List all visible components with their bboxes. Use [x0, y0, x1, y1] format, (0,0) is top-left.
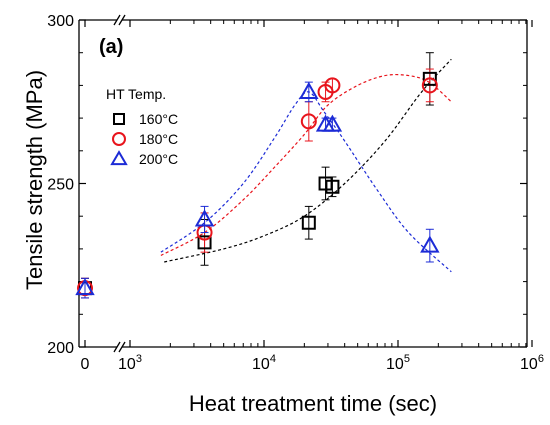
- data-point-square: [325, 179, 340, 194]
- x-axis-title: Heat treatment time (sec): [189, 391, 437, 416]
- axis-break-mark: [118, 14, 126, 26]
- legend-marker-triangle: [110, 150, 128, 166]
- y-tick-label: 250: [47, 177, 74, 194]
- panel-label: (a): [99, 36, 123, 58]
- data-point-triangle: [194, 209, 215, 227]
- legend-entry-label: 200°C: [139, 151, 178, 167]
- fit-curve-square: [164, 58, 452, 263]
- fit-curve-circle: [160, 73, 452, 256]
- legend-entry-label: 160°C: [139, 111, 178, 127]
- axis-break-mark: [113, 14, 121, 26]
- data-point-square: [197, 235, 212, 250]
- data-point-triangle: [322, 114, 343, 132]
- x-tick-label: 105: [386, 353, 410, 373]
- legend: HT Temp. 160°C 180°C 200°C: [106, 86, 178, 167]
- data-point-triangle: [75, 278, 95, 296]
- x-tick-label: 103: [118, 353, 142, 373]
- legend-entry-label: 180°C: [139, 131, 178, 147]
- y-tick-label: 200: [47, 340, 74, 357]
- y-tick-label: 300: [47, 13, 74, 30]
- data-point-circle: [300, 113, 317, 130]
- data-markers: [75, 71, 440, 297]
- axis-break-mark: [113, 341, 121, 353]
- data-point-circle: [324, 77, 341, 94]
- data-point-square: [301, 215, 316, 230]
- legend-marker-square: [113, 113, 125, 125]
- x-tick-label: 0: [81, 356, 90, 373]
- data-point-triangle: [420, 235, 440, 253]
- legend-title: HT Temp.: [106, 86, 166, 102]
- tick-labels: 200 250 300 0 103 104 105 106: [47, 13, 544, 373]
- y-axis-title: Tensile strength (MPa): [22, 70, 47, 290]
- axes-frame: [78, 14, 533, 353]
- data-point-square: [422, 71, 437, 86]
- data-point-circle: [421, 77, 438, 94]
- legend-marker-circle: [112, 132, 126, 146]
- data-point-triangle: [299, 81, 319, 99]
- x-tick-label: 104: [252, 353, 276, 373]
- axis-break-mark: [118, 341, 126, 353]
- x-tick-label: 106: [520, 353, 544, 373]
